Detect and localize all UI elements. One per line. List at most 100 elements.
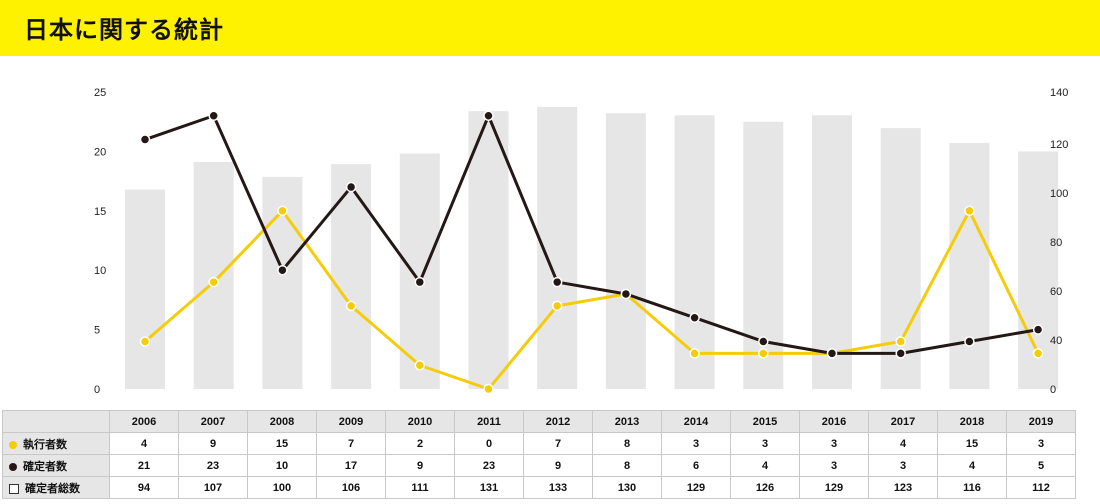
legend-square-icon <box>9 483 19 494</box>
legend-label: 執行者数 <box>2 432 110 455</box>
bar-2009 <box>331 164 372 389</box>
bar-2006 <box>125 189 165 389</box>
table-header-year: 2019 <box>1006 410 1076 433</box>
table-header-year: 2016 <box>799 410 869 433</box>
table-cell: 4 <box>937 454 1007 477</box>
table-cell: 123 <box>868 476 938 499</box>
table-cell: 21 <box>109 454 179 477</box>
y-right-tick: 80 <box>1050 237 1062 249</box>
table-cell: 9 <box>178 432 248 455</box>
table-cell: 23 <box>454 454 524 477</box>
table-cell: 3 <box>730 432 800 455</box>
bar-2011 <box>468 111 509 389</box>
table-cell: 4 <box>868 432 938 455</box>
table-cell: 2 <box>385 432 455 455</box>
bar-2018 <box>949 142 990 389</box>
line-series-2 <box>144 114 1039 355</box>
table-cell: 116 <box>937 476 1007 499</box>
table-cell: 7 <box>523 432 593 455</box>
table-header-year: 2013 <box>592 410 662 433</box>
point-series-1-2018 <box>964 205 975 217</box>
table-header-year: 2012 <box>523 410 593 433</box>
table-cell: 15 <box>937 432 1007 455</box>
table-cell: 7 <box>316 432 386 455</box>
bar-2016 <box>812 115 852 390</box>
table-cell: 3 <box>799 454 869 477</box>
table-header-year: 2017 <box>868 410 938 433</box>
table-cell: 4 <box>109 432 179 455</box>
table-cell: 17 <box>316 454 386 477</box>
legend-dot-icon <box>9 462 17 471</box>
table-header-year: 2015 <box>730 410 800 433</box>
point-series-2-2015 <box>758 336 769 347</box>
table-cell: 131 <box>454 476 524 499</box>
y-left-tick: 15 <box>94 206 106 218</box>
y-left-tick: 25 <box>94 87 106 99</box>
data-table: 2006 2007 2008 2009 2010 2011 2012 2013 2014 2015… <box>2 410 1076 499</box>
table-cell: 106 <box>316 476 386 499</box>
combo-chart: 0 5 10 15 20 25 0 40 60 80 100 120 140 <box>94 87 1068 396</box>
point-series-2-2011 <box>483 110 494 122</box>
point-series-2-2016 <box>826 348 838 359</box>
table-cell: 129 <box>661 476 731 499</box>
point-series-1-2011 <box>483 383 494 395</box>
table-cell: 6 <box>661 454 731 477</box>
table-cell: 3 <box>661 432 731 455</box>
table-cell: 3 <box>1006 432 1076 455</box>
table-header-year: 2009 <box>316 410 386 433</box>
table-cell: 111 <box>385 476 455 499</box>
table-cell: 9 <box>385 454 455 477</box>
point-series-2-2017 <box>895 348 906 359</box>
table-cell: 112 <box>1006 476 1076 499</box>
table-header-year: 2006 <box>109 410 179 433</box>
table-cell: 10 <box>247 454 317 477</box>
y-right-tick: 140 <box>1050 87 1068 99</box>
y-right-tick: 0 <box>1050 384 1056 396</box>
page-title: 日本に関する統計 <box>24 16 224 44</box>
table-cell: 133 <box>523 476 593 499</box>
point-series-2-2012 <box>551 276 563 288</box>
table-row: 執行者数 4 9 15 7 2 0 7 8 3 3 3 4 15 3 <box>2 432 1076 455</box>
table-cell: 8 <box>592 432 662 455</box>
y-left-tick: 20 <box>94 146 106 158</box>
table-cell: 126 <box>730 476 800 499</box>
table-header-year: 2011 <box>454 410 524 433</box>
legend-text: 確定者数 <box>23 460 67 473</box>
y-right-tick: 60 <box>1050 286 1062 298</box>
bar-2007 <box>193 162 234 389</box>
point-series-2-2013 <box>620 288 632 300</box>
table-cell: 129 <box>799 476 869 499</box>
table-header-year: 2010 <box>385 410 455 433</box>
legend-label: 確定者数 <box>2 454 110 477</box>
y-left-tick: 5 <box>94 325 100 337</box>
table-cell: 3 <box>868 454 938 477</box>
point-series-2-2010 <box>414 276 426 288</box>
table-cell: 5 <box>1006 454 1076 477</box>
y-right-tick: 100 <box>1050 188 1068 200</box>
table-cell: 107 <box>178 476 248 499</box>
legend-text: 執行者数 <box>23 438 67 451</box>
y-right-tick: 120 <box>1050 139 1068 151</box>
point-series-2-2008 <box>277 264 288 276</box>
table-row: 確定者数 21 23 10 17 9 23 9 8 6 4 3 3 4 5 <box>2 454 1076 477</box>
point-series-2-2014 <box>689 312 700 323</box>
point-series-1-2006 <box>139 336 151 347</box>
table-header-year: 2014 <box>661 410 731 433</box>
table-header-year: 2008 <box>247 410 317 433</box>
legend-label: 確定者総数 <box>2 476 110 499</box>
point-series-1-2017 <box>895 336 906 347</box>
point-series-1-2015 <box>758 348 769 359</box>
table-cell: 8 <box>592 454 662 477</box>
point-series-1-2014 <box>689 348 700 359</box>
y-left-tick: 0 <box>94 384 100 396</box>
point-series-1-2008 <box>277 205 288 217</box>
table-cell: 4 <box>730 454 800 477</box>
bar-2013 <box>605 113 646 389</box>
table-header-year: 2007 <box>178 410 248 433</box>
point-series-1-2007 <box>208 276 219 288</box>
table-cell: 0 <box>454 432 524 455</box>
point-series-1-2012 <box>551 300 563 312</box>
table-corner <box>2 410 110 433</box>
point-series-2-2018 <box>964 336 975 347</box>
point-series-1-2019 <box>1032 348 1044 359</box>
